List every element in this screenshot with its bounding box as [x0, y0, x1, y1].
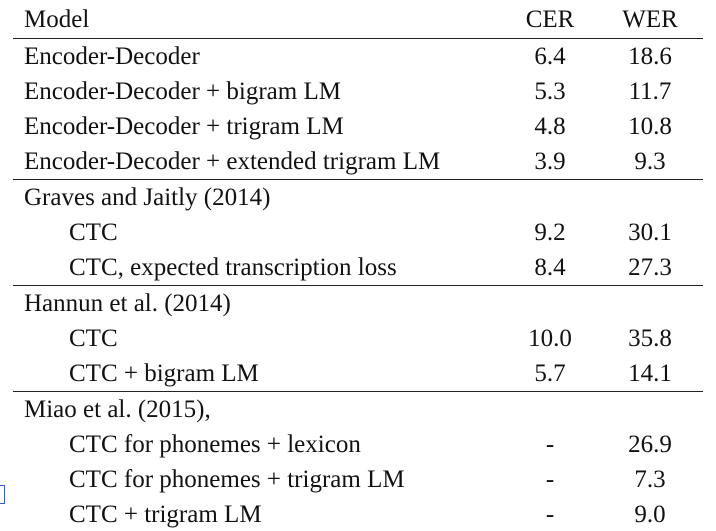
table-header-row: Model CER WER	[13, 0, 703, 38]
table-row: CTC for phonemes + lexicon - 26.9	[13, 427, 703, 462]
group-title-row: Hannun et al. (2014)	[13, 286, 703, 321]
cer-cell: 9.2	[534, 219, 566, 246]
table-row: CTC + trigram LM - 9.0	[13, 497, 703, 531]
table-row: Encoder-Decoder + extended trigram LM 3.…	[13, 144, 703, 179]
cer-cell: -	[545, 431, 555, 458]
model-cell: CTC	[69, 325, 118, 352]
table-row: CTC for phonemes + trigram LM - 7.3	[13, 462, 703, 497]
cer-cell: 3.9	[534, 148, 566, 175]
wer-cell: 26.9	[628, 431, 672, 458]
model-cell: CTC for phonemes + lexicon	[69, 431, 361, 458]
table-row: Encoder-Decoder 6.4 18.6	[13, 39, 703, 74]
wer-cell: 9.3	[634, 148, 666, 175]
model-cell: CTC, expected transcription loss	[69, 254, 397, 281]
header-wer: WER	[622, 6, 678, 33]
cer-cell: 4.8	[534, 113, 566, 140]
cer-cell: -	[545, 466, 555, 493]
cer-cell: 5.3	[534, 78, 566, 105]
model-cell: Encoder-Decoder + bigram LM	[24, 78, 341, 105]
group-title-row: Graves and Jaitly (2014)	[13, 180, 703, 215]
cer-cell: 8.4	[534, 254, 566, 281]
table-row: CTC 9.2 30.1	[13, 215, 703, 250]
group-title: Graves and Jaitly (2014)	[24, 184, 271, 211]
model-cell: CTC + trigram LM	[69, 501, 262, 528]
group-title: Miao et al. (2015),	[24, 396, 211, 423]
group-title-row: Miao et al. (2015),	[13, 392, 703, 427]
wer-cell: 9.0	[634, 501, 666, 528]
model-cell: CTC + bigram LM	[69, 360, 259, 387]
model-cell: Encoder-Decoder	[24, 43, 200, 70]
table-row: CTC + bigram LM 5.7 14.1	[13, 356, 703, 391]
wer-cell: 18.6	[628, 43, 672, 70]
group-title: Hannun et al. (2014)	[24, 290, 231, 317]
wer-cell: 30.1	[628, 219, 672, 246]
wer-cell: 7.3	[634, 466, 666, 493]
selection-edge-marker	[0, 485, 5, 504]
table-row: Encoder-Decoder + bigram LM 5.3 11.7	[13, 74, 703, 109]
wer-cell: 10.8	[628, 113, 672, 140]
cer-cell: 10.0	[528, 325, 572, 352]
model-cell: CTC for phonemes + trigram LM	[69, 466, 405, 493]
header-cer: CER	[525, 6, 575, 33]
wer-cell: 35.8	[628, 325, 672, 352]
cer-cell: -	[545, 501, 555, 528]
header-model: Model	[24, 6, 90, 33]
model-cell: Encoder-Decoder + trigram LM	[24, 113, 344, 140]
model-cell: Encoder-Decoder + extended trigram LM	[24, 148, 441, 175]
group-rule	[13, 179, 703, 180]
wer-cell: 14.1	[628, 360, 672, 387]
table-row: Encoder-Decoder + trigram LM 4.8 10.8	[13, 109, 703, 144]
table-row: CTC 10.0 35.8	[13, 321, 703, 356]
cer-cell: 6.4	[534, 43, 566, 70]
table-row: CTC, expected transcription loss 8.4 27.…	[13, 250, 703, 285]
group-rule	[13, 391, 703, 392]
wer-cell: 27.3	[628, 254, 672, 281]
results-table: Model CER WER Encoder-Decoder 6.4 18.6 E…	[13, 0, 703, 531]
header-rule	[13, 38, 703, 39]
model-cell: CTC	[69, 219, 118, 246]
cer-cell: 5.7	[534, 360, 566, 387]
wer-cell: 11.7	[628, 78, 672, 105]
group-rule	[13, 285, 703, 286]
